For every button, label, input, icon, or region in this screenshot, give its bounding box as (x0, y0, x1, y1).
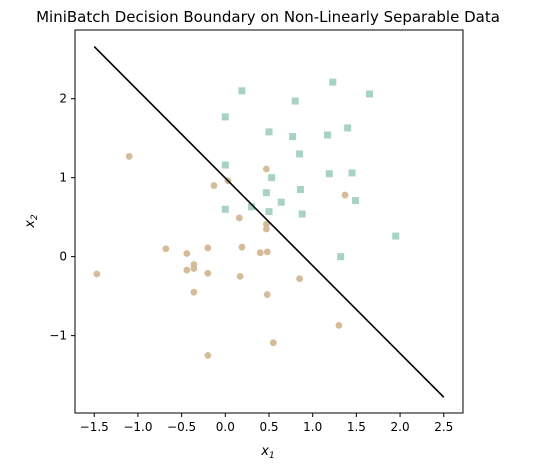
y-tick-label: −1 (49, 329, 67, 343)
x-axis-label-subscript: 1 (269, 451, 275, 461)
x-tick-label: 1.5 (347, 420, 366, 434)
class0-point (204, 244, 212, 252)
x-tick-label: −1.0 (123, 420, 152, 434)
class0-point (235, 214, 243, 222)
class1-point (221, 205, 229, 213)
class1-point (296, 186, 304, 194)
x-tick-label: 0.5 (259, 420, 278, 434)
class0-markers (93, 152, 349, 359)
class0-point (190, 288, 198, 296)
class1-point (324, 131, 332, 139)
class1-point (268, 174, 276, 182)
class0-point (162, 245, 170, 253)
class0-point (262, 220, 270, 228)
class1-point (291, 97, 299, 105)
x-tick-label: 0.0 (216, 420, 235, 434)
class1-point (289, 133, 297, 141)
class1-point (352, 197, 360, 205)
class1-point (365, 90, 373, 98)
class1-point (325, 170, 333, 178)
x-tick-label: −1.5 (80, 420, 109, 434)
class1-point (392, 232, 400, 240)
class0-point (263, 291, 271, 298)
class1-point (221, 161, 229, 169)
chart-title: MiniBatch Decision Boundary on Non-Linea… (36, 8, 500, 26)
class0-point (190, 265, 198, 272)
x-axis-label: x1 (260, 444, 274, 461)
class1-point (348, 169, 356, 177)
x-tick-label: 2.0 (391, 420, 410, 434)
class1-point (296, 150, 304, 158)
class0-point (238, 243, 246, 251)
x-tick-label: 2.5 (434, 420, 453, 434)
class0-point (93, 270, 101, 278)
class1-point (265, 128, 273, 136)
class1-point (344, 124, 352, 132)
y-tick-label: 2 (59, 92, 67, 106)
class1-point (298, 210, 306, 218)
y-axis-label-subscript: 2 (30, 214, 40, 220)
x-tick-label: 1.0 (303, 420, 322, 434)
class0-point (296, 275, 303, 283)
class0-point (256, 249, 264, 257)
class1-point (337, 253, 345, 261)
class1-point (277, 198, 285, 206)
class1-point (221, 113, 229, 121)
class0-point (183, 266, 191, 274)
class0-point (125, 152, 133, 160)
class1-point (248, 203, 256, 211)
class0-point (236, 272, 244, 280)
class0-point (210, 182, 218, 189)
class0-point (204, 351, 212, 359)
y-axis-ticks: −1 0 1 2 (49, 92, 75, 343)
class1-point (262, 189, 270, 197)
y-tick-label: 0 (59, 250, 67, 264)
class0-point (269, 339, 277, 347)
class0-point (263, 248, 271, 256)
class1-markers (221, 78, 400, 261)
y-axis-label: x2 (23, 214, 40, 229)
class0-point (262, 165, 270, 173)
class1-point (238, 87, 246, 95)
class0-point (204, 269, 212, 277)
x-tick-label: −0.5 (167, 420, 196, 434)
y-tick-label: 1 (59, 171, 67, 185)
class1-point (265, 208, 273, 216)
class0-point (183, 250, 191, 257)
x-axis-ticks: −1.5 −1.0 −0.5 0.0 0.5 1.0 1.5 2.0 2.5 (80, 413, 453, 434)
class1-point (329, 78, 337, 86)
decision-boundary-line (93, 46, 445, 398)
plot-area (93, 46, 445, 398)
class0-point (341, 191, 349, 199)
class0-point (262, 225, 270, 233)
axes-frame (74, 29, 464, 414)
class0-point (335, 321, 343, 329)
